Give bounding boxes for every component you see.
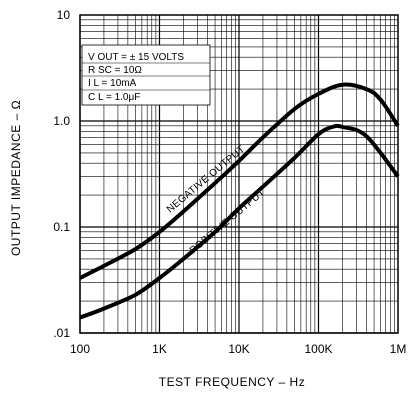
x-tick-label: 100K [304, 342, 332, 356]
y-tick-label: 1.0 [53, 114, 70, 128]
series-line-positive-output [79, 123, 400, 320]
x-axis-label: TEST FREQUENCY – Hz [159, 375, 305, 389]
series-line-negative-output [79, 82, 400, 280]
conditions-box-background [81, 44, 211, 106]
x-tick-label: 1K [152, 342, 167, 356]
y-tick-label: .01 [53, 326, 70, 340]
y-tick-label: 0.1 [53, 220, 70, 234]
condition-il: I L = 10mA [88, 78, 137, 89]
tick-labels: 100 1K 10K 100K 1M 10 1.0 0.1 .01 [53, 8, 406, 356]
condition-cl: C L = 1.0μF [88, 92, 140, 103]
y-tick-label: 10 [57, 8, 71, 22]
x-tick-label: 10K [228, 342, 249, 356]
series-label-negative: NEGATIVE OUTPUT [165, 144, 247, 216]
y-axis-label: OUTPUT IMPEDANCE – Ω [9, 100, 23, 256]
conditions-box: V OUT = ± 15 VOLTS R SC = 10Ω I L = 10mA… [88, 52, 184, 103]
condition-vout: V OUT = ± 15 VOLTS [88, 52, 184, 63]
grid [79, 15, 398, 334]
curves [79, 82, 400, 320]
condition-rsc: R SC = 10Ω [88, 65, 142, 76]
x-tick-label: 1M [390, 342, 407, 356]
x-tick-label: 100 [70, 342, 90, 356]
